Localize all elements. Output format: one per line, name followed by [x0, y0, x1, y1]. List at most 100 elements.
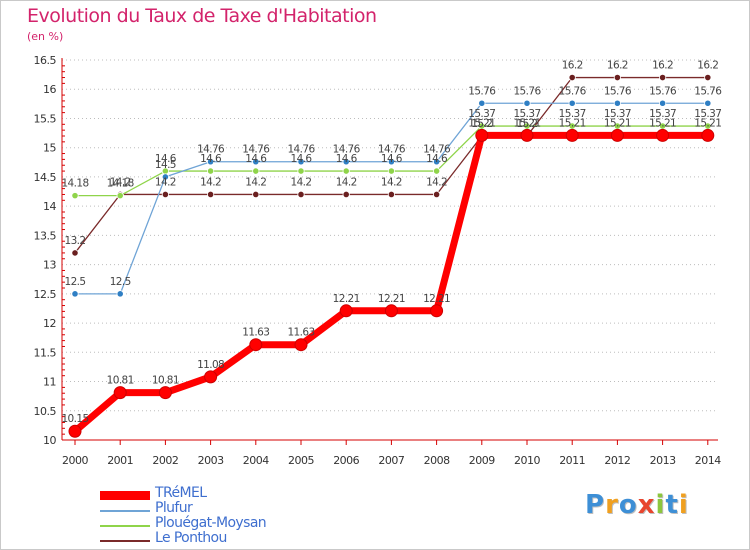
data-label: 15.37 — [513, 108, 540, 120]
data-label: 14.2 — [110, 176, 131, 188]
data-label: 14.76 — [287, 144, 315, 156]
series-point-1 — [342, 158, 350, 166]
series-point-1 — [432, 158, 441, 166]
proxiti-logo: Proxiti — [585, 490, 689, 520]
legend-label-plouegat-moysan: Plouégat-Moysan — [155, 515, 267, 531]
series-point-2 — [342, 167, 350, 175]
series-point-3 — [658, 73, 667, 82]
series-point-3 — [387, 190, 395, 199]
data-label: 14.2 — [336, 176, 357, 188]
data-label: 15.76 — [559, 85, 587, 97]
data-label: 15.21 — [604, 117, 631, 129]
series-point-0 — [520, 128, 534, 142]
data-label: 14.6 — [336, 153, 358, 165]
data-label: 15.21 — [694, 117, 721, 129]
series-point-1 — [116, 290, 124, 298]
legend-label-plufur: Plufur — [155, 500, 193, 516]
data-label: 14.6 — [200, 153, 222, 165]
data-label: 12.5 — [65, 276, 86, 288]
data-label: 15.37 — [559, 108, 586, 120]
series-point-1 — [161, 173, 169, 181]
data-label: 14.6 — [426, 153, 448, 165]
series-point-0 — [384, 304, 398, 318]
series-point-2 — [116, 192, 124, 200]
data-label: 14.2 — [200, 176, 221, 188]
data-label: 14.76 — [333, 144, 361, 156]
chart-title: Evolution du Taux de Taxe d'Habitation — [27, 5, 377, 27]
series-point-2 — [207, 167, 215, 175]
y-tick-label: 14.5 — [34, 171, 57, 184]
data-labels: 10.15 10.81 10.81 11.08 11.63 11.63 12.21 12.21… — [61, 60, 722, 426]
x-tick-label: 2004 — [243, 454, 269, 467]
series-point-0 — [249, 338, 263, 352]
legend-swatch-le-ponthou — [100, 540, 150, 542]
data-label: 15.2 — [517, 118, 538, 130]
data-label: 10.81 — [152, 375, 179, 387]
logo-letter: i — [678, 490, 689, 520]
series-point-0 — [656, 128, 670, 142]
series-point-1 — [71, 290, 79, 298]
y-tick-label: 12.5 — [34, 288, 57, 301]
logo-letter: P — [585, 490, 606, 520]
x-tick-label: 2014 — [695, 454, 721, 467]
data-label: 15.37 — [694, 108, 721, 120]
x-tick-label: 2013 — [650, 454, 676, 467]
series-point-1 — [252, 158, 260, 166]
series-point-2 — [252, 167, 260, 175]
x-tick-label: 2009 — [469, 454, 495, 467]
series-point-0 — [565, 128, 579, 142]
y-tick-label: 10 — [43, 434, 56, 447]
data-label: 14.76 — [197, 144, 225, 156]
x-tick-label: 2010 — [514, 454, 540, 467]
data-label: 14.76 — [242, 144, 270, 156]
y-tick-label: 12 — [43, 317, 56, 330]
series-point-2 — [432, 167, 441, 175]
series-point-3 — [252, 190, 260, 199]
data-label: 14.2 — [155, 176, 176, 188]
logo-letter: t — [665, 490, 679, 520]
x-tick-label: 2000 — [62, 454, 88, 467]
data-label: 15.37 — [604, 108, 631, 120]
series-point-1 — [613, 99, 622, 107]
series-point-0 — [339, 304, 353, 318]
data-label: 14.18 — [61, 178, 88, 190]
x-tick-label: 2006 — [333, 454, 359, 467]
series-point-0 — [204, 370, 218, 384]
data-label: 15.76 — [604, 85, 632, 97]
x-tick-label: 2008 — [424, 454, 450, 467]
logo-letter: x — [637, 490, 656, 520]
y-tick-label: 16.5 — [34, 54, 57, 67]
series-point-0 — [610, 128, 624, 142]
series-point-0 — [430, 304, 444, 318]
data-label: 12.21 — [378, 293, 405, 305]
data-label: 14.6 — [155, 153, 177, 165]
data-label: 14.18 — [107, 178, 134, 190]
data-label: 15.76 — [468, 85, 496, 97]
series-point-0 — [68, 424, 82, 438]
data-label: 15.37 — [468, 108, 495, 120]
data-label: 14.5 — [155, 159, 176, 171]
legend-label-tremel: TRéMEL — [155, 485, 207, 501]
x-tick-label: 2002 — [152, 454, 178, 467]
data-label: 14.6 — [381, 153, 403, 165]
data-label: 14.6 — [291, 153, 313, 165]
data-label: 15.2 — [471, 118, 492, 130]
data-label: 14.2 — [245, 176, 266, 188]
data-label: 15.21 — [513, 117, 540, 129]
series-point-0 — [113, 386, 127, 400]
data-label: 14.76 — [423, 144, 451, 156]
data-label: 10.81 — [107, 375, 134, 387]
data-label: 14.2 — [291, 176, 312, 188]
y-tick-label: 11 — [43, 376, 56, 389]
series-point-2 — [71, 192, 79, 200]
series-point-1 — [478, 99, 486, 107]
series-point-1 — [297, 158, 305, 166]
legend-swatch-plufur — [100, 510, 150, 512]
y-tick-label: 10.5 — [34, 405, 57, 418]
series-point-0 — [701, 128, 715, 142]
data-label: 15.76 — [649, 85, 677, 97]
logo-letter: i — [655, 490, 666, 520]
data-label: 14.2 — [381, 176, 402, 188]
series-point-3 — [297, 190, 305, 199]
series-point-1 — [568, 99, 576, 107]
